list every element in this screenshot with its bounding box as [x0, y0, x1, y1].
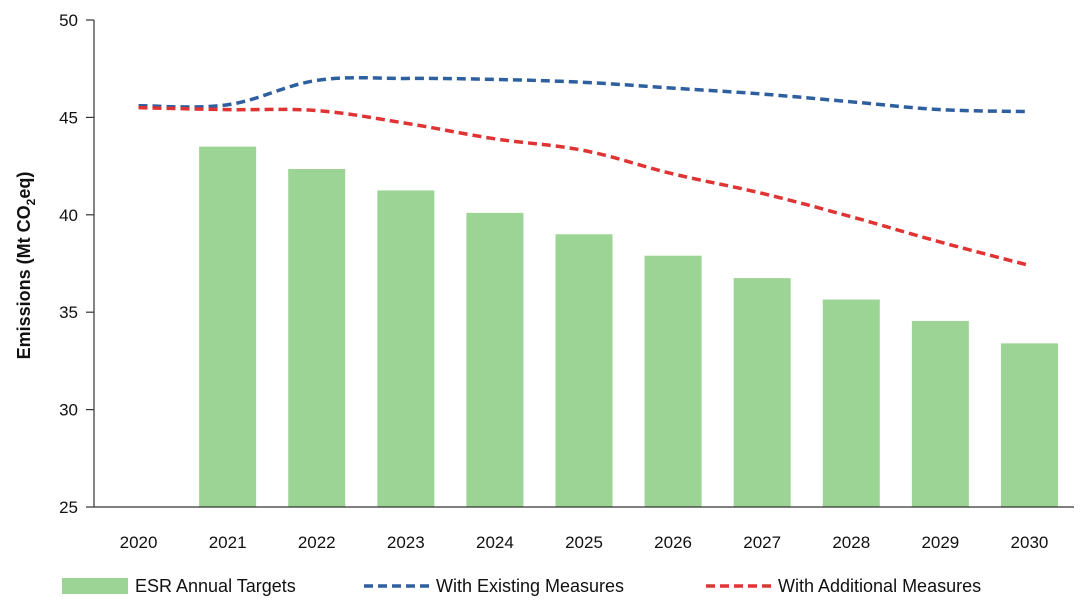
x-tick-label: 2020: [120, 533, 158, 552]
bar-2030: [1000, 343, 1058, 507]
lines-layer: [138, 75, 1030, 268]
bar-2024: [466, 212, 524, 508]
x-tick-label: 2025: [565, 533, 603, 552]
x-tick-label: 2022: [298, 533, 336, 552]
y-tick-label: 25: [59, 498, 78, 517]
line-series-2: [138, 105, 1030, 268]
bar-2021: [199, 146, 257, 507]
x-tick-label: 2026: [654, 533, 692, 552]
y-tick-label: 30: [59, 401, 78, 420]
y-tick-label: 45: [59, 108, 78, 127]
x-tick-label: 2024: [476, 533, 514, 552]
bar-2027: [733, 278, 791, 507]
y-tick-label: 50: [59, 11, 78, 30]
x-tick-label: 2030: [1011, 533, 1049, 552]
y-axis-title: Emissions (Mt CO2eq): [14, 172, 38, 360]
line-series-1: [138, 75, 1030, 114]
legend-swatch-bar: [62, 578, 128, 594]
x-tick-label: 2023: [387, 533, 425, 552]
legend-label-additional: With Additional Measures: [778, 576, 981, 596]
bar-2028: [822, 299, 880, 507]
legend-label-existing: With Existing Measures: [436, 576, 624, 596]
bar-2022: [288, 169, 346, 507]
bars-layer: [199, 146, 1058, 508]
bar-2029: [911, 320, 969, 507]
legend-label-bar: ESR Annual Targets: [135, 576, 296, 596]
axes-layer: 25 30 35 40 45 50 2020 2021 2022 2023 2024 2025 2026…: [14, 11, 1074, 552]
y-tick-label: 40: [59, 206, 78, 225]
bar-2026: [644, 255, 702, 507]
legend: ESR Annual Targets With Existing Measures…: [62, 576, 981, 596]
x-tick-label: 2029: [921, 533, 959, 552]
x-tick-label: 2021: [209, 533, 247, 552]
bar-2025: [555, 234, 613, 507]
bar-2023: [377, 190, 435, 507]
x-tick-label: 2027: [743, 533, 781, 552]
x-tick-label: 2028: [832, 533, 870, 552]
y-tick-label: 35: [59, 303, 78, 322]
